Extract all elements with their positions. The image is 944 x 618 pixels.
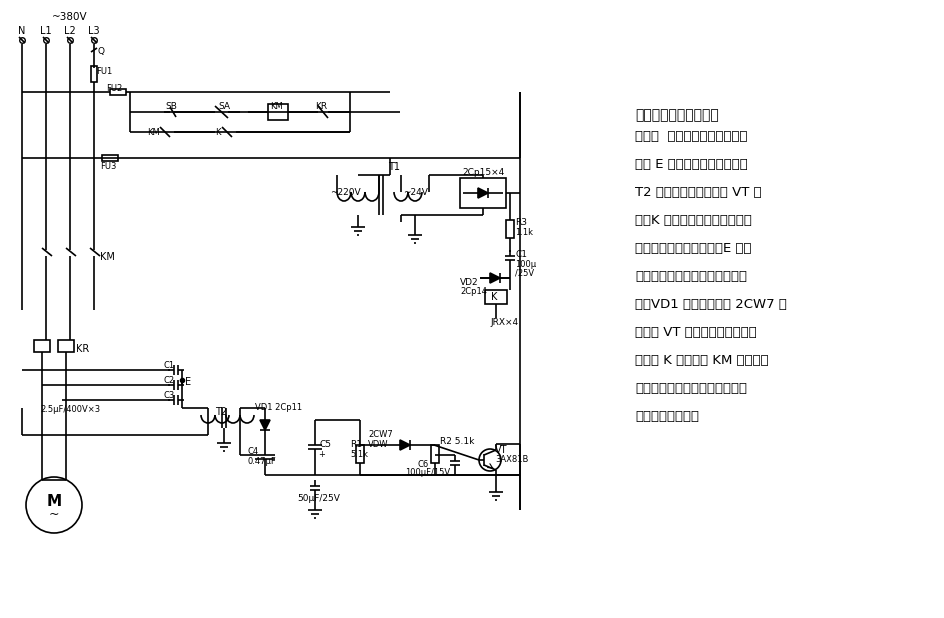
Text: 护电路  正常运行时，三相电源: 护电路 正常运行时，三相电源	[634, 130, 747, 143]
Bar	[505, 220, 514, 238]
Text: VT: VT	[495, 445, 507, 455]
Text: C4: C4	[247, 447, 259, 456]
Polygon shape	[399, 440, 410, 450]
Text: 0.47μF: 0.47μF	[247, 457, 277, 466]
Text: 其触点 K 断开，使 KM 主触点断: 其触点 K 断开，使 KM 主触点断	[634, 354, 767, 367]
Text: KR: KR	[314, 102, 327, 111]
Text: K: K	[215, 127, 220, 137]
Text: 2Cp14: 2Cp14	[460, 287, 486, 296]
Bar	[460, 178, 505, 208]
Text: FU3: FU3	[100, 162, 116, 171]
Text: VD1 2Cp11: VD1 2Cp11	[255, 403, 302, 412]
Text: 1.1k: 1.1k	[514, 228, 532, 237]
Text: SA: SA	[218, 102, 229, 111]
Text: C3: C3	[164, 391, 175, 400]
Text: 100μ: 100μ	[514, 260, 535, 269]
Text: 压，使 VT 导通，继电器动作，: 压，使 VT 导通，继电器动作，	[634, 326, 756, 339]
Bar	[58, 340, 74, 352]
Text: FU1: FU1	[96, 67, 112, 76]
Text: 100μF/15V: 100μF/15V	[405, 468, 449, 477]
Bar	[356, 445, 363, 463]
Text: 机不因断相烧坏。: 机不因断相烧坏。	[634, 410, 699, 423]
Text: ~380V: ~380V	[52, 12, 88, 22]
Text: T1: T1	[388, 162, 399, 172]
Text: /25V: /25V	[514, 268, 533, 277]
Polygon shape	[260, 420, 270, 430]
Text: KM: KM	[270, 102, 282, 111]
Polygon shape	[478, 188, 487, 198]
Bar	[34, 340, 50, 352]
Text: 3AX81B: 3AX81B	[495, 455, 528, 464]
Bar	[430, 445, 439, 463]
Text: 合，VD1 整流，滤波及 2CW7 稳: 合，VD1 整流，滤波及 2CW7 稳	[634, 298, 786, 311]
Text: M: M	[46, 494, 61, 509]
Text: L3: L3	[88, 26, 100, 36]
Bar	[91, 66, 97, 82]
Text: K: K	[491, 292, 497, 302]
Text: VD2: VD2	[460, 278, 478, 287]
Text: ~24V: ~24V	[402, 188, 428, 197]
Text: 电时，由于三相不平衡，E 点的: 电时，由于三相不平衡，E 点的	[634, 242, 750, 255]
Text: 5.1k: 5.1k	[349, 450, 367, 459]
Text: C5: C5	[320, 440, 331, 449]
Text: C2: C2	[164, 376, 175, 385]
Text: ~220V: ~220V	[329, 188, 361, 197]
Text: N: N	[18, 26, 25, 36]
Polygon shape	[490, 273, 499, 283]
Text: C1: C1	[514, 250, 527, 259]
Text: KM: KM	[147, 127, 160, 137]
Text: L2: L2	[64, 26, 76, 36]
Text: KR: KR	[76, 344, 89, 354]
Text: SB: SB	[165, 102, 177, 111]
Text: C6: C6	[417, 460, 429, 469]
Text: 2.5μF/400V×3: 2.5μF/400V×3	[40, 405, 100, 414]
Text: 2Cp15×4: 2Cp15×4	[462, 168, 504, 177]
Bar	[484, 290, 507, 304]
Text: KM: KM	[100, 252, 115, 262]
Text: 2CW7: 2CW7	[367, 430, 393, 439]
Bar	[110, 89, 126, 95]
Text: 平衡 E 点的电位为零，变压器: 平衡 E 点的电位为零，变压器	[634, 158, 747, 171]
Text: 电位高于零电位，通过变压器耦: 电位高于零电位，通过变压器耦	[634, 270, 746, 283]
Text: JRX×4: JRX×4	[490, 318, 517, 327]
Circle shape	[479, 449, 500, 471]
Text: 止，K 不动作。当电源任一相断: 止，K 不动作。当电源任一相断	[634, 214, 751, 227]
Text: L1: L1	[41, 26, 52, 36]
Text: R1: R1	[349, 440, 362, 449]
Bar	[102, 155, 118, 161]
Circle shape	[26, 477, 82, 533]
Text: 50μF/25V: 50μF/25V	[296, 494, 340, 503]
Text: T2 无输出信号，三极管 VT 截: T2 无输出信号，三极管 VT 截	[634, 186, 761, 199]
Text: R2 5.1k: R2 5.1k	[440, 437, 474, 446]
Bar	[268, 104, 288, 120]
Text: 开，切断电动机电源，保护电动: 开，切断电动机电源，保护电动	[634, 382, 746, 395]
Text: 零序电压电动机断相保: 零序电压电动机断相保	[634, 108, 718, 122]
Text: T2: T2	[215, 407, 227, 417]
Text: FU2: FU2	[106, 84, 122, 93]
Text: ~: ~	[49, 507, 59, 520]
Text: Q: Q	[97, 47, 104, 56]
Text: +: +	[318, 450, 325, 459]
Text: R3: R3	[514, 218, 527, 227]
Text: E: E	[185, 377, 191, 387]
Text: C1: C1	[164, 361, 175, 370]
Text: VDW: VDW	[367, 440, 388, 449]
